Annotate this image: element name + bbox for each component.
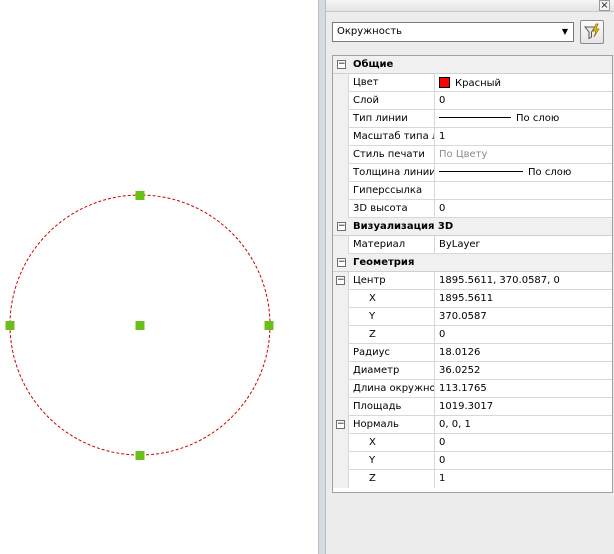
property-value: 1: [439, 473, 446, 484]
property-row-radius[interactable]: Радиус 18.0126: [333, 344, 612, 362]
object-type-value: Окружность: [337, 26, 403, 37]
property-value[interactable]: По слою: [436, 110, 612, 128]
grip-right[interactable]: [264, 321, 274, 330]
category-geometry[interactable]: − Геометрия: [333, 254, 612, 272]
property-name: 3D высота: [349, 200, 435, 218]
collapse-icon[interactable]: −: [336, 275, 345, 285]
property-name: Y: [349, 452, 435, 470]
property-name: Масштаб типа л: [349, 128, 435, 146]
property-name: Материал: [349, 236, 435, 254]
property-name: Центр: [349, 272, 435, 290]
property-value: 0, 0, 1: [439, 419, 471, 430]
filter-lightning-icon: [583, 23, 600, 40]
property-row-plot-style[interactable]: Стиль печати По Цвету: [333, 146, 612, 164]
drawing-svg: [5, 191, 274, 460]
property-row-normal-x[interactable]: X 0: [333, 434, 612, 452]
property-value[interactable]: 113.1765: [439, 383, 487, 394]
category-label: Визуализация 3D: [353, 221, 454, 232]
property-row-linetype-scale[interactable]: Масштаб типа л 1: [333, 128, 612, 146]
property-row-center[interactable]: − Центр 1895.5611, 370.0587, 0: [333, 272, 612, 290]
property-row-normal-z[interactable]: Z 1: [333, 470, 612, 488]
property-row-center-x[interactable]: X 1895.5611: [333, 290, 612, 308]
property-row-normal-y[interactable]: Y 0: [333, 452, 612, 470]
property-row-area[interactable]: Площадь 1019.3017: [333, 398, 612, 416]
property-value[interactable]: 0: [439, 329, 446, 340]
property-row-normal[interactable]: − Нормаль 0, 0, 1: [333, 416, 612, 434]
property-row-center-z[interactable]: Z 0: [333, 326, 612, 344]
grip-left[interactable]: [5, 321, 15, 330]
property-value: По Цвету: [439, 149, 488, 160]
quick-select-button[interactable]: [580, 20, 604, 44]
chevron-down-icon[interactable]: ▼: [561, 27, 569, 36]
property-row-linetype[interactable]: Тип линии По слою: [333, 110, 612, 128]
property-value[interactable]: 1895.5611, 370.0587, 0: [439, 275, 560, 286]
palette-titlebar[interactable]: ×: [326, 0, 614, 12]
property-name: Диаметр: [349, 362, 435, 380]
close-icon[interactable]: ×: [599, 0, 610, 11]
property-value[interactable]: 36.0252: [439, 365, 481, 376]
color-swatch-icon: [439, 77, 450, 88]
property-value[interactable]: 0: [439, 203, 446, 214]
properties-palette: × Окружность ▼ − Общие Цвет Красный: [326, 0, 614, 554]
grip-top[interactable]: [135, 191, 145, 200]
collapse-icon[interactable]: −: [337, 257, 346, 267]
property-name: Z: [349, 326, 435, 344]
property-name: Длина окружно: [349, 380, 435, 398]
property-name: Нормаль: [349, 416, 435, 434]
property-row-circumference[interactable]: Длина окружно 113.1765: [333, 380, 612, 398]
property-grid: − Общие Цвет Красный Слой 0 Тип линии По…: [332, 55, 613, 493]
property-value[interactable]: 1: [439, 131, 446, 142]
collapse-icon[interactable]: −: [336, 419, 345, 429]
property-name: Толщина линии: [349, 164, 435, 182]
property-row-center-y[interactable]: Y 370.0587: [333, 308, 612, 326]
collapse-icon[interactable]: −: [337, 221, 346, 231]
property-row-layer[interactable]: Слой 0: [333, 92, 612, 110]
lineweight-sample-icon: [439, 171, 523, 172]
collapse-icon[interactable]: −: [337, 59, 346, 69]
grip-center[interactable]: [135, 321, 145, 330]
linetype-sample-icon: [439, 117, 511, 118]
grip-bottom[interactable]: [135, 451, 145, 460]
property-name: Y: [349, 308, 435, 326]
property-value[interactable]: ByLayer: [439, 239, 480, 250]
property-value: 0: [439, 437, 446, 448]
property-value[interactable]: 0: [439, 95, 446, 106]
property-name: Цвет: [349, 74, 435, 92]
category-label: Общие: [353, 59, 394, 70]
category-visualization[interactable]: − Визуализация 3D: [333, 218, 612, 236]
property-row-diameter[interactable]: Диаметр 36.0252: [333, 362, 612, 380]
property-name: Z: [349, 470, 435, 488]
palette-empty-area: [326, 493, 614, 554]
property-value[interactable]: 1019.3017: [439, 401, 494, 412]
property-name: Площадь: [349, 398, 435, 416]
property-value[interactable]: 1895.5611: [439, 293, 494, 304]
property-name: X: [349, 290, 435, 308]
property-value[interactable]: 370.0587: [439, 311, 487, 322]
property-name: Гиперссылка: [349, 182, 435, 200]
property-value[interactable]: 18.0126: [439, 347, 481, 358]
property-row-thickness[interactable]: 3D высота 0: [333, 200, 612, 218]
palette-splitter[interactable]: [318, 0, 326, 554]
property-value: 0: [439, 455, 446, 466]
property-name: X: [349, 434, 435, 452]
property-row-lineweight[interactable]: Толщина линии По слою: [333, 164, 612, 182]
property-name: Радиус: [349, 344, 435, 362]
property-row-hyperlink[interactable]: Гиперссылка: [333, 182, 612, 200]
property-value[interactable]: Красный: [436, 74, 612, 92]
property-value[interactable]: [436, 182, 612, 200]
property-value[interactable]: По слою: [436, 164, 612, 182]
drawing-canvas[interactable]: [0, 0, 318, 554]
property-name: Слой: [349, 92, 435, 110]
property-name: Тип линии: [349, 110, 435, 128]
property-row-color[interactable]: Цвет Красный: [333, 74, 612, 92]
category-general[interactable]: − Общие: [333, 56, 612, 74]
category-label: Геометрия: [353, 257, 415, 268]
property-row-material[interactable]: Материал ByLayer: [333, 236, 612, 254]
object-type-dropdown[interactable]: Окружность ▼: [332, 22, 574, 42]
property-name: Стиль печати: [349, 146, 435, 164]
